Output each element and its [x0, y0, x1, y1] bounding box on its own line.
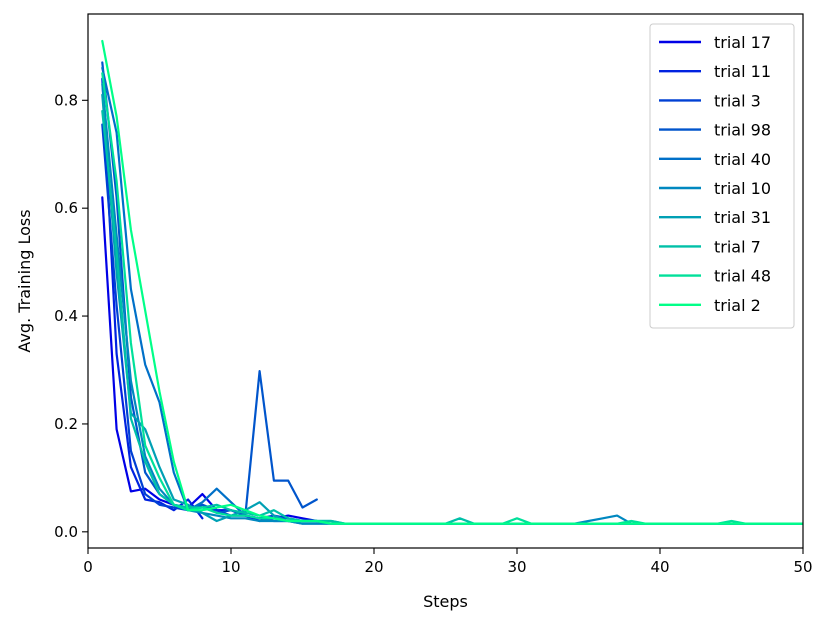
x-tick-label: 0: [83, 558, 93, 576]
series-line-trial-2: [101, 39, 803, 525]
legend-label: trial 98: [714, 121, 771, 140]
y-axis-label: Avg. Training Loss: [15, 209, 34, 352]
legend-label: trial 31: [714, 208, 771, 227]
x-axis: 0 10 20 30 40 50: [83, 548, 813, 576]
legend-label: trial 11: [714, 62, 771, 81]
y-tick-label: 0.6: [54, 199, 78, 217]
x-tick-label: 50: [793, 558, 812, 576]
x-tick-label: 10: [221, 558, 240, 576]
y-tick-label: 0.8: [54, 91, 78, 109]
x-tick-label: 30: [507, 558, 526, 576]
x-tick-label: 20: [364, 558, 383, 576]
legend-label: trial 10: [714, 179, 771, 198]
legend-label: trial 48: [714, 267, 771, 286]
legend-label: trial 17: [714, 33, 771, 52]
series-line-trial-3: [101, 123, 318, 523]
y-tick-label: 0.0: [54, 523, 78, 541]
x-axis-label: Steps: [423, 592, 468, 611]
legend-label: trial 7: [714, 237, 761, 256]
y-axis: 0.0 0.2 0.4 0.6 0.8: [54, 91, 88, 541]
y-tick-label: 0.2: [54, 415, 78, 433]
series-layer: [101, 39, 803, 525]
legend-label: trial 2: [714, 296, 761, 315]
legend: trial 17 trial 11 trial 3 trial 98 trial 40 t…: [649, 23, 795, 329]
x-tick-label: 40: [650, 558, 669, 576]
legend-label: trial 40: [714, 150, 771, 169]
legend-label: trial 3: [714, 91, 761, 110]
plot-frame: [87, 13, 804, 549]
y-tick-label: 0.4: [54, 307, 78, 325]
